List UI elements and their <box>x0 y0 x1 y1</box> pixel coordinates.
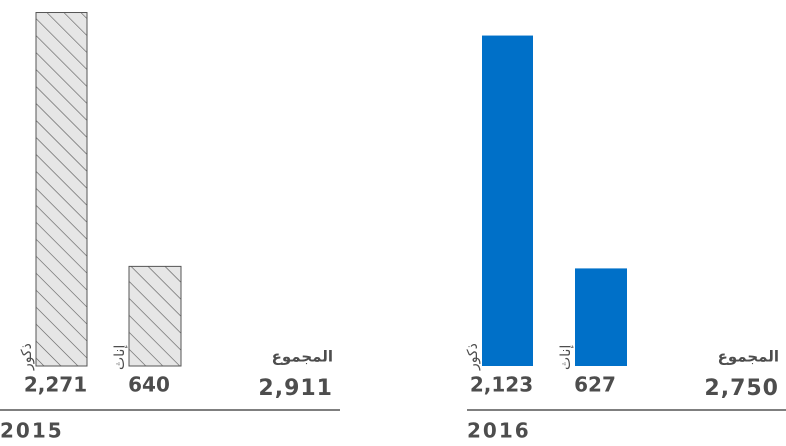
year-title: 2015 <box>0 419 64 443</box>
category-label: إناث <box>112 345 128 370</box>
bar <box>482 35 533 366</box>
total-value: 2,750 <box>704 376 779 401</box>
total-label: المجموع <box>718 348 779 366</box>
category-label: إناث <box>558 345 574 370</box>
value-label: 2,123 <box>470 373 533 397</box>
category-label: ذكور <box>19 343 35 371</box>
total-value: 2,911 <box>258 376 333 401</box>
bar <box>128 265 182 367</box>
value-label: 627 <box>574 373 616 397</box>
category-label: ذكور <box>465 343 481 371</box>
year-title: 2016 <box>467 419 531 443</box>
value-label: 640 <box>128 373 170 397</box>
bar <box>35 12 88 367</box>
bar <box>575 268 627 366</box>
value-label: 2,271 <box>24 373 87 397</box>
total-label: المجموع <box>272 348 333 366</box>
